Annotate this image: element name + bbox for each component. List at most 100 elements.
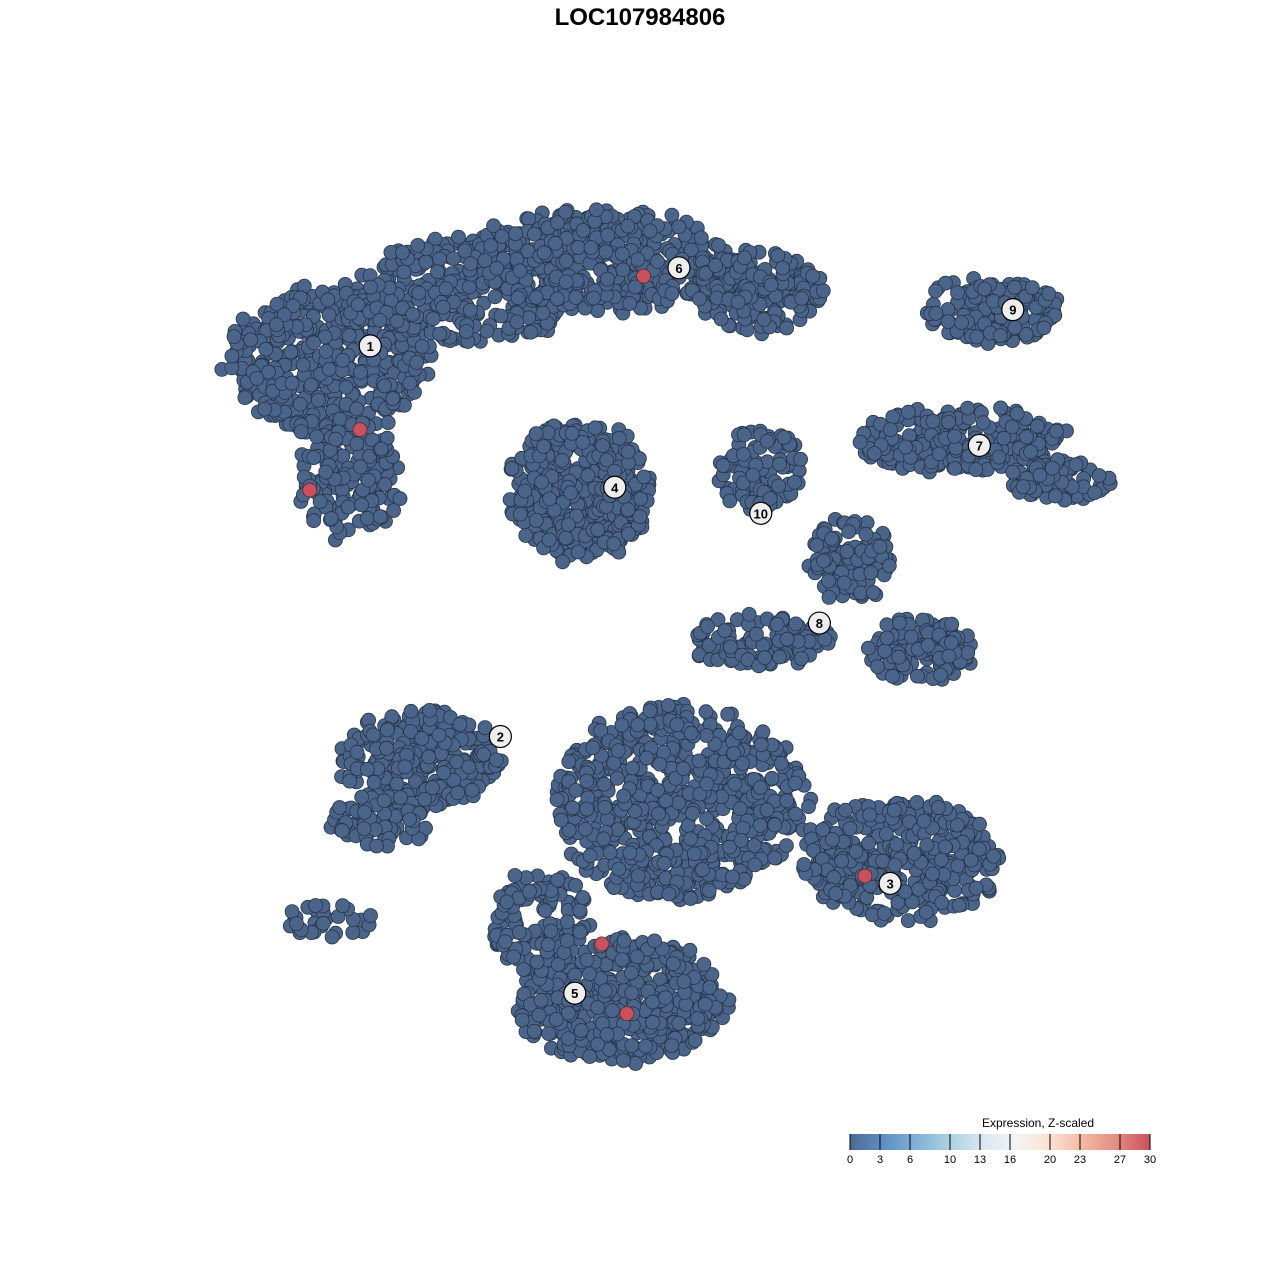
cell-point bbox=[527, 226, 542, 242]
cell-point bbox=[483, 238, 499, 254]
cell-point bbox=[560, 1031, 576, 1046]
cluster-label-1: 1 bbox=[358, 334, 382, 358]
cell-point bbox=[645, 994, 660, 1010]
cell-point bbox=[561, 754, 577, 769]
cell-point bbox=[586, 290, 601, 306]
cell-point bbox=[838, 802, 853, 818]
cell-point bbox=[779, 838, 794, 853]
cell-point bbox=[548, 235, 563, 251]
cell-point bbox=[509, 314, 525, 330]
cell-point bbox=[506, 949, 521, 965]
cell-point bbox=[377, 477, 393, 492]
cell-point bbox=[237, 390, 253, 406]
cell-point bbox=[559, 914, 575, 930]
cell-point bbox=[925, 413, 941, 429]
cell-point bbox=[885, 668, 900, 684]
cell-point bbox=[579, 801, 595, 817]
cell-point bbox=[578, 821, 593, 837]
cell-point bbox=[318, 343, 334, 359]
cell-point bbox=[549, 792, 565, 808]
cell-point bbox=[624, 985, 640, 1001]
cell-point bbox=[403, 703, 419, 719]
cell-point bbox=[628, 1056, 643, 1071]
cell-point bbox=[624, 965, 639, 981]
cell-point bbox=[363, 908, 378, 923]
cell-point bbox=[431, 727, 447, 743]
cell-point bbox=[887, 802, 902, 818]
cell-point bbox=[372, 509, 388, 524]
cell-point bbox=[756, 311, 772, 327]
cell-point bbox=[732, 801, 748, 817]
cell-point bbox=[887, 857, 903, 873]
cell-point bbox=[1007, 279, 1022, 295]
cell-point bbox=[726, 746, 742, 761]
cell-point bbox=[1032, 467, 1048, 483]
cell-point bbox=[693, 230, 709, 246]
cell-point bbox=[767, 817, 783, 833]
cell-point bbox=[775, 260, 790, 276]
cell-point bbox=[645, 1014, 660, 1030]
cell-point bbox=[769, 617, 785, 632]
cell-point bbox=[312, 494, 328, 510]
cell-point bbox=[414, 731, 430, 746]
cell-point bbox=[879, 617, 895, 633]
cell-point bbox=[920, 638, 936, 653]
cell-point bbox=[580, 468, 596, 483]
cluster-label-8: 8 bbox=[807, 611, 831, 635]
high-expression-point bbox=[352, 422, 368, 438]
cell-point bbox=[861, 835, 876, 851]
cell-point bbox=[1005, 464, 1021, 480]
cell-point bbox=[512, 506, 528, 522]
cell-point bbox=[599, 1027, 615, 1042]
cell-point bbox=[986, 848, 1001, 864]
cell-point bbox=[960, 645, 976, 660]
cell-point bbox=[318, 464, 334, 480]
cell-point bbox=[595, 438, 610, 454]
cell-point bbox=[489, 260, 505, 276]
cell-point bbox=[555, 554, 570, 570]
cell-point bbox=[341, 328, 357, 343]
cell-point bbox=[630, 717, 646, 733]
cell-point bbox=[402, 812, 418, 827]
cell-point bbox=[865, 585, 881, 600]
cell-point bbox=[536, 245, 552, 261]
cell-point bbox=[1023, 444, 1038, 460]
cell-point bbox=[461, 279, 477, 295]
cell-point bbox=[292, 396, 308, 412]
cell-point bbox=[610, 743, 626, 758]
cell-point bbox=[676, 974, 692, 989]
cell-point bbox=[736, 446, 751, 462]
cell-point bbox=[235, 311, 251, 327]
high-expression-point bbox=[857, 868, 873, 884]
cell-point bbox=[615, 262, 631, 278]
cell-point bbox=[745, 467, 761, 483]
cell-point bbox=[852, 434, 868, 450]
cell-point bbox=[788, 616, 804, 632]
cell-point bbox=[1091, 468, 1107, 483]
cell-point bbox=[892, 615, 907, 631]
cell-point bbox=[943, 635, 959, 651]
cell-point bbox=[338, 379, 354, 395]
cell-point bbox=[430, 264, 445, 280]
cell-point bbox=[900, 913, 916, 928]
cell-point bbox=[675, 761, 691, 776]
cell-point bbox=[723, 639, 738, 655]
cell-point bbox=[579, 952, 595, 968]
cell-point bbox=[606, 755, 622, 771]
cell-point bbox=[306, 335, 322, 351]
cell-point bbox=[692, 291, 707, 307]
cell-point bbox=[870, 659, 885, 674]
cell-point bbox=[568, 878, 583, 893]
cell-point bbox=[276, 307, 292, 323]
cell-point bbox=[616, 788, 631, 804]
cell-point bbox=[622, 296, 638, 311]
cell-point bbox=[461, 759, 477, 775]
cell-point bbox=[650, 782, 665, 798]
cell-point bbox=[938, 839, 953, 855]
cell-point bbox=[289, 916, 304, 931]
cell-point bbox=[683, 891, 698, 906]
cell-point bbox=[379, 740, 394, 756]
cell-point bbox=[968, 462, 984, 478]
cell-point bbox=[293, 424, 309, 440]
cell-point bbox=[992, 328, 1008, 344]
